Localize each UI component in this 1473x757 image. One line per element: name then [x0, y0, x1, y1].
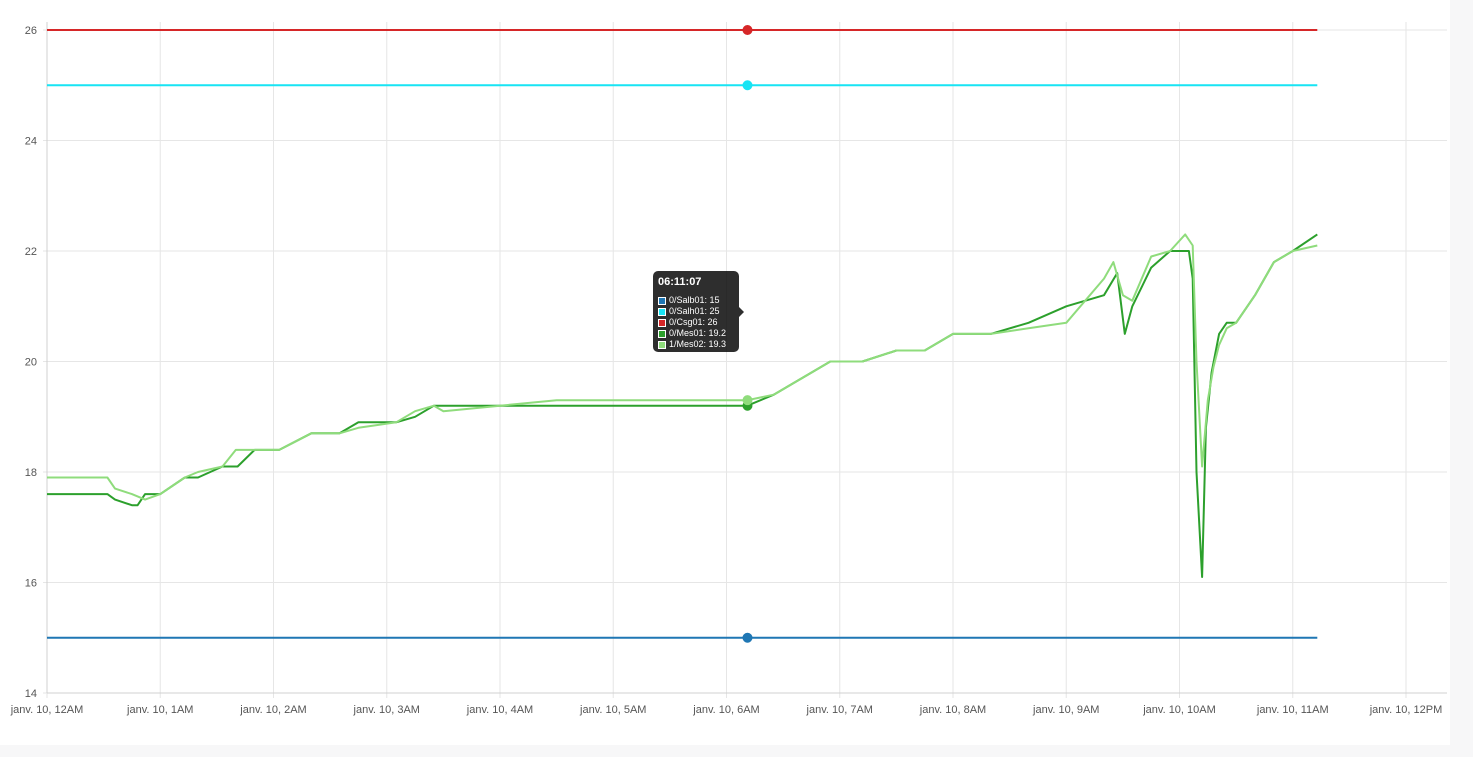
y-tick-label: 16: [25, 578, 37, 590]
x-tick-label: janv. 10, 8AM: [919, 704, 986, 716]
x-tick-label: janv. 10, 3AM: [353, 704, 420, 716]
y-tick-label: 26: [25, 25, 37, 37]
tooltip-swatch-mes01: [658, 329, 666, 338]
hover-point-0salh01: [742, 80, 753, 91]
hover-tooltip: 06:11:07 0/Salb01: 15 0/Salh01: 25 0/Csg…: [653, 271, 744, 352]
x-tick-label: janv. 10, 5AM: [579, 704, 646, 716]
y-tick-label: 24: [25, 136, 37, 148]
axes: 14 16 18 20 22 24 26 janv. 10, 12AM janv. 10, 1A…: [10, 22, 1447, 716]
grid: [43, 22, 1447, 698]
tooltip-row: 1/Mes02: 19.3: [658, 339, 734, 350]
tooltip-swatch-mes02: [658, 340, 666, 349]
x-tick-label: janv. 10, 1AM: [126, 704, 193, 716]
x-tick-label: janv. 10, 9AM: [1032, 704, 1099, 716]
y-tick-label: 18: [25, 467, 37, 479]
hover-point-1mes02: [742, 395, 753, 406]
hover-point-0salb01: [742, 632, 753, 643]
tooltip-value-salb01: 0/Salb01: 15: [669, 295, 720, 305]
hover-points: [742, 25, 753, 643]
tooltip-value-mes01: 0/Mes01: 19.2: [669, 328, 727, 338]
hover-point-0csg01: [742, 25, 753, 35]
tooltip-swatch-salh01: [658, 307, 666, 316]
tooltip-row: 0/Csg01: 26: [658, 317, 734, 328]
y-tick-label: 14: [25, 688, 37, 700]
scrollbar-gutter: [1450, 0, 1473, 757]
y-tick-label: 20: [25, 357, 37, 369]
tooltip-swatch-csg01: [658, 318, 666, 327]
line-chart[interactable]: 14 16 18 20 22 24 26 janv. 10, 12AM janv. 10, 1A…: [0, 0, 1450, 745]
tooltip-value-salh01: 0/Salh01: 25: [669, 306, 720, 316]
y-tick-label: 22: [25, 246, 37, 258]
series-lines: [47, 29, 1318, 639]
tooltip-title: 06:11:07: [658, 276, 702, 288]
x-tick-label: janv. 10, 10AM: [1142, 704, 1216, 716]
x-tick-label: janv. 10, 6AM: [692, 704, 759, 716]
chart-panel: 14 16 18 20 22 24 26 janv. 10, 12AM janv. 10, 1A…: [0, 0, 1450, 745]
x-tick-label: janv. 10, 2AM: [239, 704, 306, 716]
x-tick-label: janv. 10, 12PM: [1369, 704, 1443, 716]
x-tick-label: janv. 10, 4AM: [466, 704, 533, 716]
tooltip-row: 0/Mes01: 19.2: [658, 328, 734, 339]
x-tick-label: janv. 10, 12AM: [10, 704, 84, 716]
tooltip-value-mes02: 1/Mes02: 19.3: [669, 339, 727, 349]
x-tick-label: janv. 10, 11AM: [1256, 704, 1329, 716]
tooltip-value-csg01: 0/Csg01: 26: [669, 317, 718, 327]
x-tick-label: janv. 10, 7AM: [806, 704, 873, 716]
tooltip-row: 0/Salh01: 25: [658, 306, 734, 317]
tooltip-row: 0/Salb01: 15: [658, 295, 734, 306]
tooltip-swatch-salb01: [658, 296, 666, 305]
panel-footer: [0, 745, 1450, 757]
series-line-1mes02: [47, 233, 1318, 501]
